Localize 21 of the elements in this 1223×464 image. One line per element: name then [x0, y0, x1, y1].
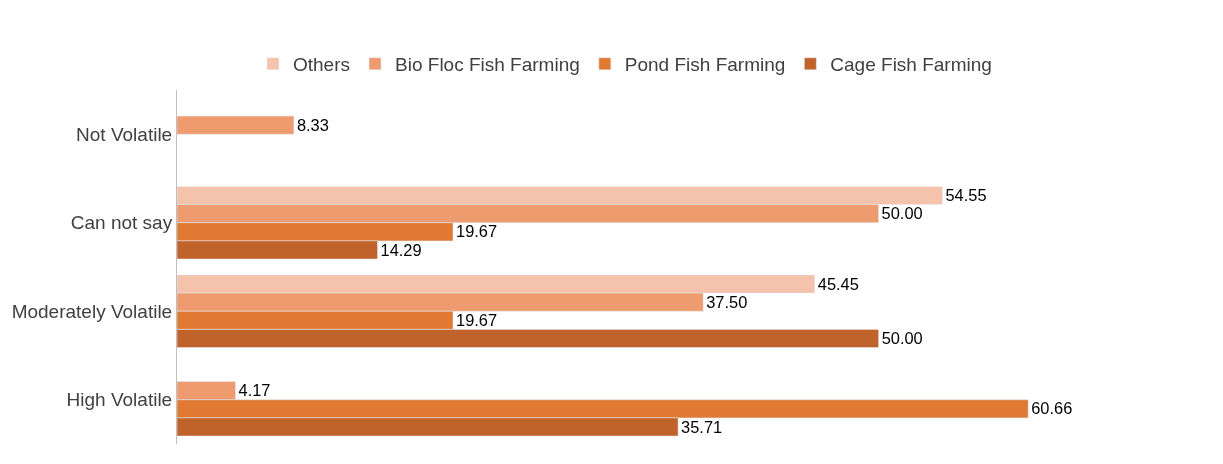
legend-label: Pond Fish Farming	[624, 54, 786, 76]
data-label: 19.67	[456, 222, 498, 241]
legend-label: Others	[293, 54, 351, 76]
legend-label: Cage Fish Farming	[830, 54, 992, 76]
data-label: 37.50	[706, 292, 748, 311]
data-label: 60.66	[1031, 399, 1073, 418]
data-label: 8.33	[296, 115, 329, 134]
legend-label: Bio Floc Fish Farming	[395, 54, 580, 76]
data-label: 4.17	[238, 381, 271, 400]
data-label: 54.55	[945, 186, 987, 205]
data-label: 45.45	[817, 274, 859, 293]
data-label: 50.00	[881, 204, 923, 223]
y-tick-label: Not Volatile	[76, 123, 173, 145]
y-tick-label: High Volatile	[66, 389, 173, 411]
y-tick-label: Moderately Volatile	[11, 300, 173, 322]
bar	[177, 115, 295, 135]
data-label: 14.29	[380, 240, 422, 259]
y-tick-label: Can not say	[70, 212, 173, 234]
data-label: 19.67	[456, 310, 498, 329]
data-label: 50.00	[881, 329, 923, 348]
data-label: 35.71	[681, 417, 723, 436]
